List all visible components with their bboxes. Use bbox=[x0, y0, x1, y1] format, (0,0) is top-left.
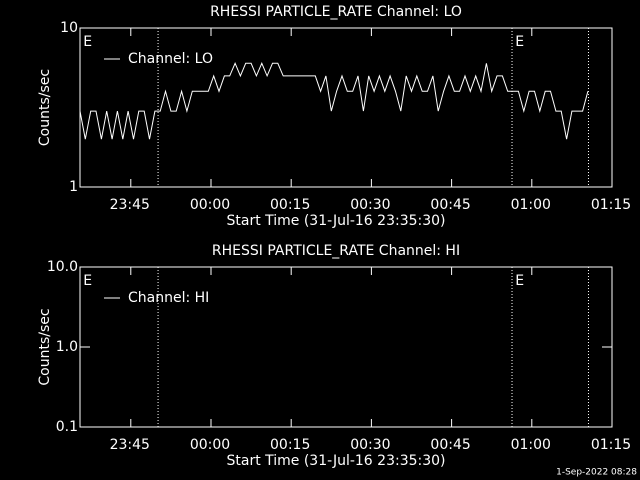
x-tick-label: 00:00 bbox=[190, 437, 230, 453]
y-axis-label: Counts/sec bbox=[37, 308, 53, 385]
y-tick-label: 0.1 bbox=[56, 419, 78, 435]
x-tick-label: 01:00 bbox=[511, 197, 551, 213]
legend-label: Channel: HI bbox=[128, 290, 209, 306]
x-tick-label: 00:15 bbox=[270, 437, 310, 453]
x-tick-label: 01:15 bbox=[591, 437, 631, 453]
x-tick-label: 01:15 bbox=[591, 197, 631, 213]
chart-title: RHESSI PARTICLE_RATE Channel: LO bbox=[210, 4, 462, 20]
x-axis-label: Start Time (31-Jul-16 23:35:30) bbox=[226, 213, 445, 229]
x-tick-label: 23:45 bbox=[110, 197, 150, 213]
x-tick-label: 00:45 bbox=[430, 437, 470, 453]
x-tick-label: 00:15 bbox=[270, 197, 310, 213]
x-tick-label: 01:00 bbox=[511, 437, 551, 453]
x-tick-label: 00:45 bbox=[430, 197, 470, 213]
plot-frame bbox=[79, 27, 613, 188]
x-tick-label: 00:30 bbox=[350, 437, 390, 453]
x-axis-label: Start Time (31-Jul-16 23:35:30) bbox=[226, 453, 445, 469]
y-tick-label: 1.0 bbox=[56, 339, 78, 355]
data-line bbox=[79, 62, 589, 140]
event-label: E bbox=[83, 273, 92, 289]
panel: RHESSI PARTICLE_RATE Channel: LO Start Ti… bbox=[37, 4, 631, 229]
panel: RHESSI PARTICLE_RATE Channel: HI Start Ti… bbox=[37, 243, 631, 469]
event-label: E bbox=[515, 273, 524, 289]
footer-timestamp: 1-Sep-2022 08:28 bbox=[556, 468, 637, 478]
y-tick-label: 10 bbox=[60, 20, 78, 36]
x-tick-label: 00:30 bbox=[350, 197, 390, 213]
y-tick-label: 1 bbox=[69, 179, 78, 195]
x-tick-label: 00:00 bbox=[190, 197, 230, 213]
event-label: E bbox=[515, 34, 524, 50]
event-label: E bbox=[83, 34, 92, 50]
y-axis-label: Counts/sec bbox=[37, 69, 53, 146]
y-tick-label: 10.0 bbox=[47, 259, 78, 275]
x-tick-label: 23:45 bbox=[110, 437, 150, 453]
legend-label: Channel: LO bbox=[128, 51, 213, 67]
chart-title: RHESSI PARTICLE_RATE Channel: HI bbox=[212, 243, 460, 259]
